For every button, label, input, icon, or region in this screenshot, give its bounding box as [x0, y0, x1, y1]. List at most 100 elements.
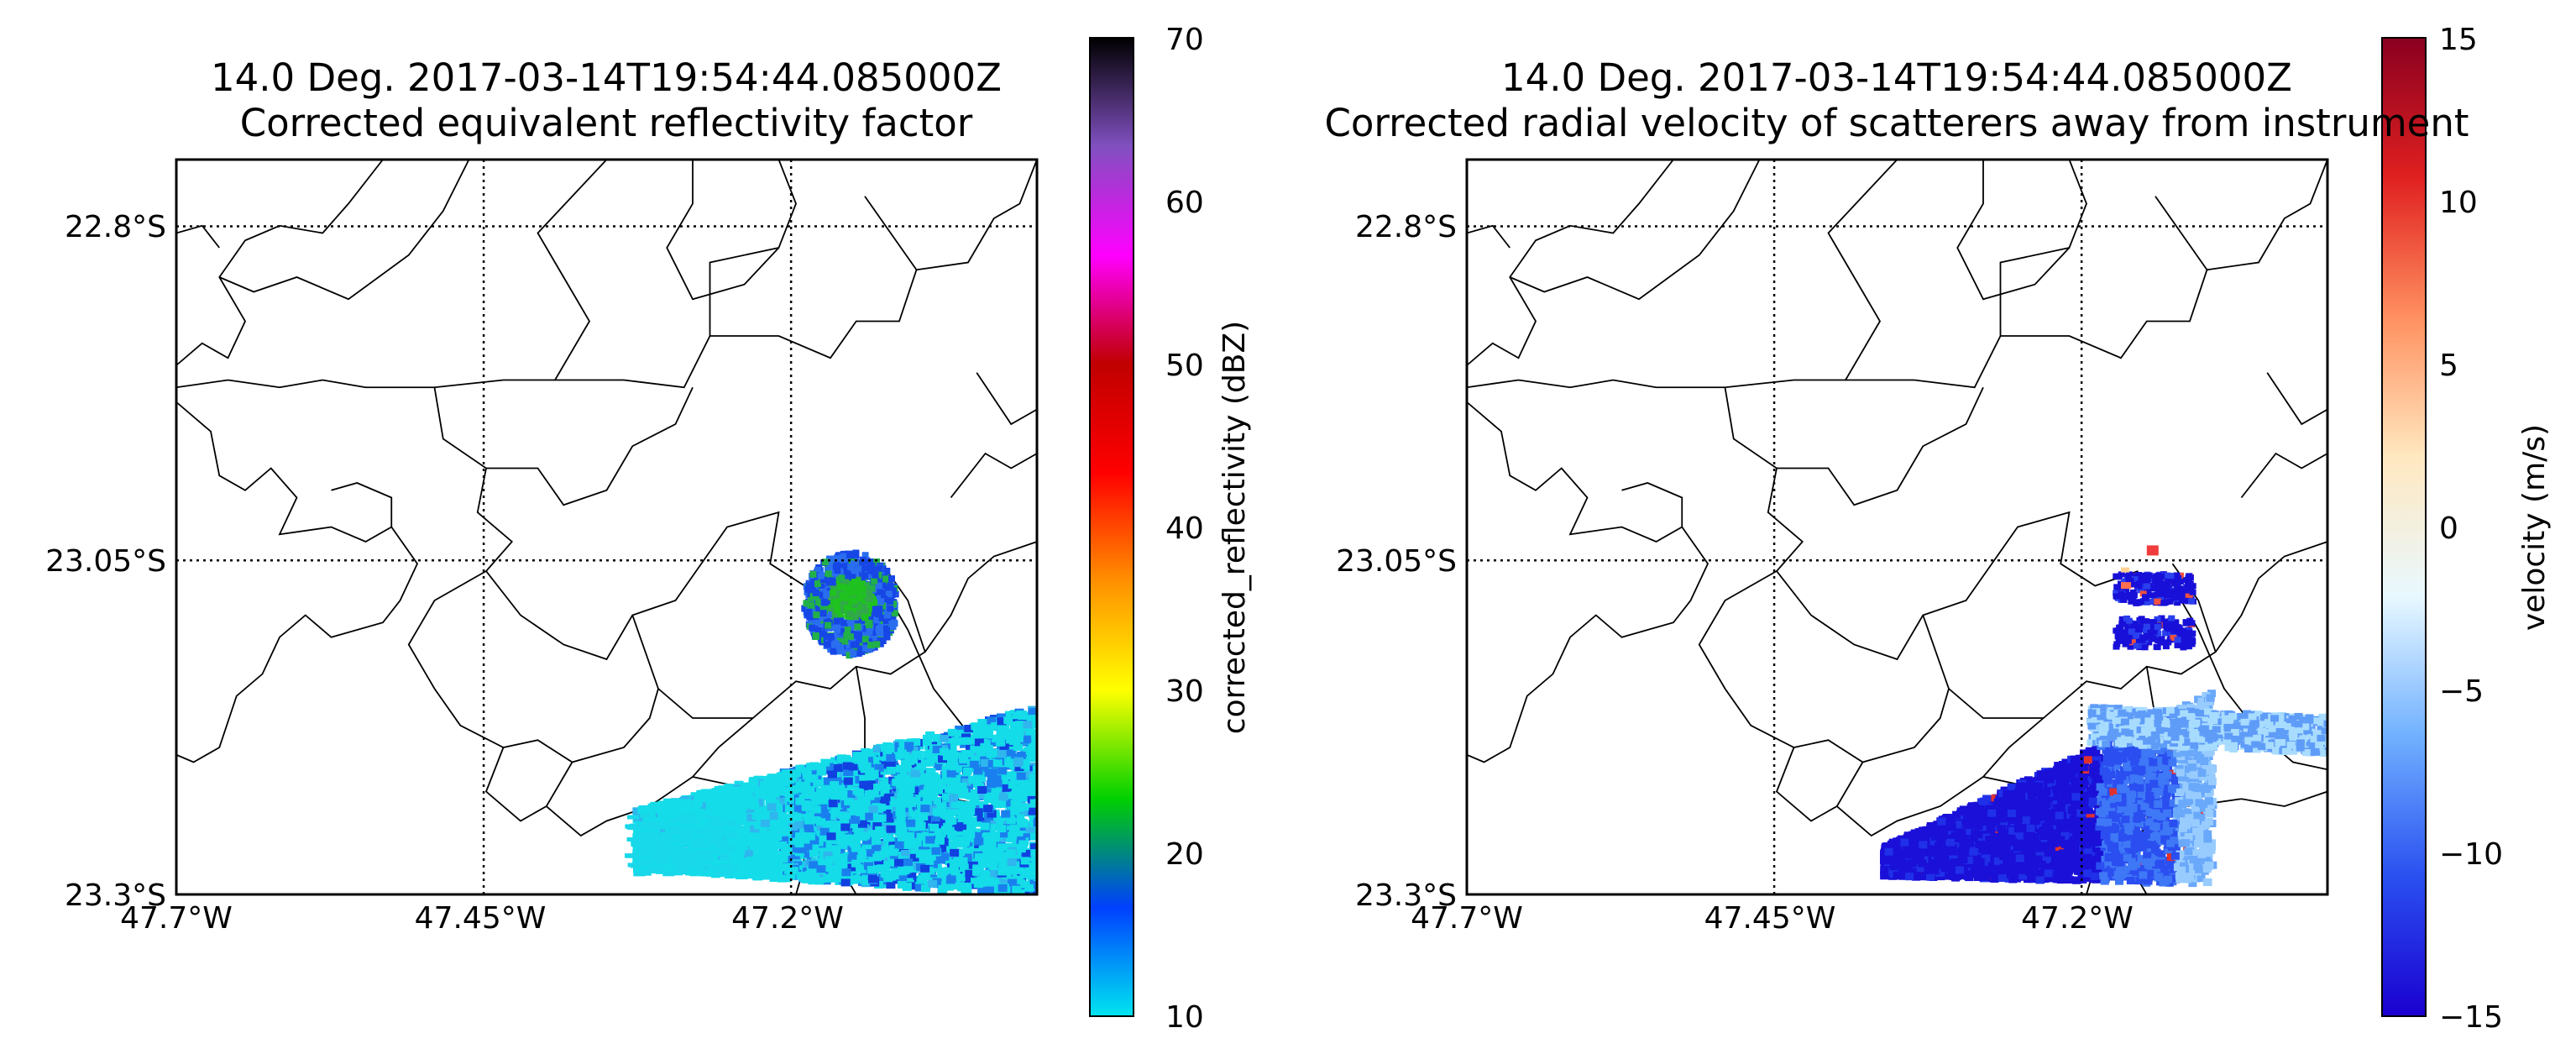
radar-gate — [1013, 743, 1023, 752]
radar-gate — [1018, 809, 1029, 817]
radar-gate — [909, 853, 919, 862]
radar-gate — [709, 849, 721, 854]
radar-gate — [659, 838, 672, 843]
radar-gate — [1033, 819, 1037, 827]
radar-gate — [898, 741, 908, 749]
radar-gate — [682, 852, 694, 857]
radar-gate — [959, 737, 969, 745]
radar-gate — [996, 713, 1006, 721]
radar-gate — [1033, 889, 1037, 894]
radar-gate — [778, 786, 788, 794]
radar-gate — [756, 859, 766, 868]
radar-gate — [876, 629, 883, 637]
radar-gate — [773, 776, 783, 784]
radar-gate — [687, 800, 697, 808]
radar-gate — [997, 717, 1007, 726]
radar-gate — [737, 826, 747, 835]
radar-gate — [825, 856, 835, 864]
radar-gate — [908, 832, 919, 841]
radar-gate — [938, 884, 948, 893]
radar-gate — [886, 801, 896, 810]
radar-gate — [896, 818, 906, 826]
radar-gate — [766, 799, 776, 807]
radar-gate — [840, 648, 848, 655]
radar-gate — [911, 778, 921, 786]
radar-gate — [637, 861, 650, 865]
radar-gate — [823, 863, 833, 872]
radar-gate — [721, 785, 731, 794]
radar-gate — [981, 860, 991, 868]
radar-gate — [867, 595, 874, 602]
radar-gate — [906, 774, 916, 783]
radar-gate — [966, 824, 976, 832]
radar-gate — [887, 821, 897, 829]
radar-gate — [876, 624, 883, 632]
radar-gate — [685, 826, 698, 831]
radar-gate — [825, 601, 833, 609]
radar-gate — [789, 794, 799, 802]
boundary-line — [176, 160, 384, 366]
radar-gate — [809, 867, 819, 875]
radar-gate — [949, 794, 958, 802]
radar-gate — [799, 873, 809, 882]
radar-gate — [1006, 849, 1016, 857]
radar-gate — [715, 792, 725, 800]
radar-gate — [903, 793, 914, 801]
radar-gate — [709, 815, 721, 821]
radar-gate — [877, 864, 887, 873]
radar-gate — [733, 842, 743, 851]
radar-gate — [860, 600, 867, 607]
radar-gate — [835, 648, 842, 655]
radar-gate — [938, 788, 948, 796]
radar-gate — [832, 786, 842, 794]
radar-gate — [749, 831, 759, 840]
radar-gate — [830, 821, 840, 829]
radar-gate — [880, 850, 890, 858]
radar-gate — [794, 840, 804, 847]
radar-gate — [947, 744, 957, 752]
radar-gate — [725, 822, 738, 827]
radar-gate — [1021, 788, 1031, 795]
radar-gate — [894, 858, 903, 867]
radar-gate — [976, 751, 986, 759]
radar-gate — [1014, 804, 1024, 812]
radar-gate — [818, 602, 825, 610]
radar-gate — [1009, 725, 1019, 732]
radar-gate — [860, 801, 870, 810]
radar-gate — [883, 809, 893, 817]
radar-gate — [850, 805, 859, 813]
radar-gate — [966, 819, 976, 827]
radar-gate — [840, 816, 850, 825]
radar-gate — [837, 841, 847, 849]
radar-gate — [1002, 756, 1012, 764]
radar-gate — [666, 834, 676, 842]
radar-gate — [862, 836, 872, 845]
reflectivity-title-line2: Corrected equivalent reflectivity factor — [240, 101, 973, 145]
radar-gate — [752, 866, 762, 874]
radar-gate — [803, 843, 813, 852]
radar-gate — [905, 811, 915, 820]
radar-gate — [639, 871, 652, 876]
radar-gate — [960, 864, 969, 873]
radar-gate — [632, 807, 642, 815]
radar-gate — [863, 558, 870, 564]
radar-gate — [950, 848, 960, 857]
radar-gate — [974, 738, 984, 747]
boundary-line — [666, 160, 780, 301]
boundary-line — [545, 717, 754, 837]
radar-gate — [873, 784, 882, 791]
radar-gate — [857, 849, 867, 857]
radar-gate — [663, 804, 673, 812]
radar-gate — [907, 799, 917, 807]
radar-gate — [966, 831, 976, 840]
radar-gate — [973, 832, 983, 840]
radar-gate — [851, 859, 861, 868]
boundary-line — [976, 372, 1037, 426]
radar-gate — [861, 552, 869, 559]
radar-gate — [653, 847, 666, 852]
radar-gate — [841, 868, 851, 877]
radar-gate — [950, 869, 961, 878]
radar-gate — [934, 786, 943, 794]
radar-gate — [916, 832, 926, 841]
radar-gate — [1029, 799, 1037, 807]
